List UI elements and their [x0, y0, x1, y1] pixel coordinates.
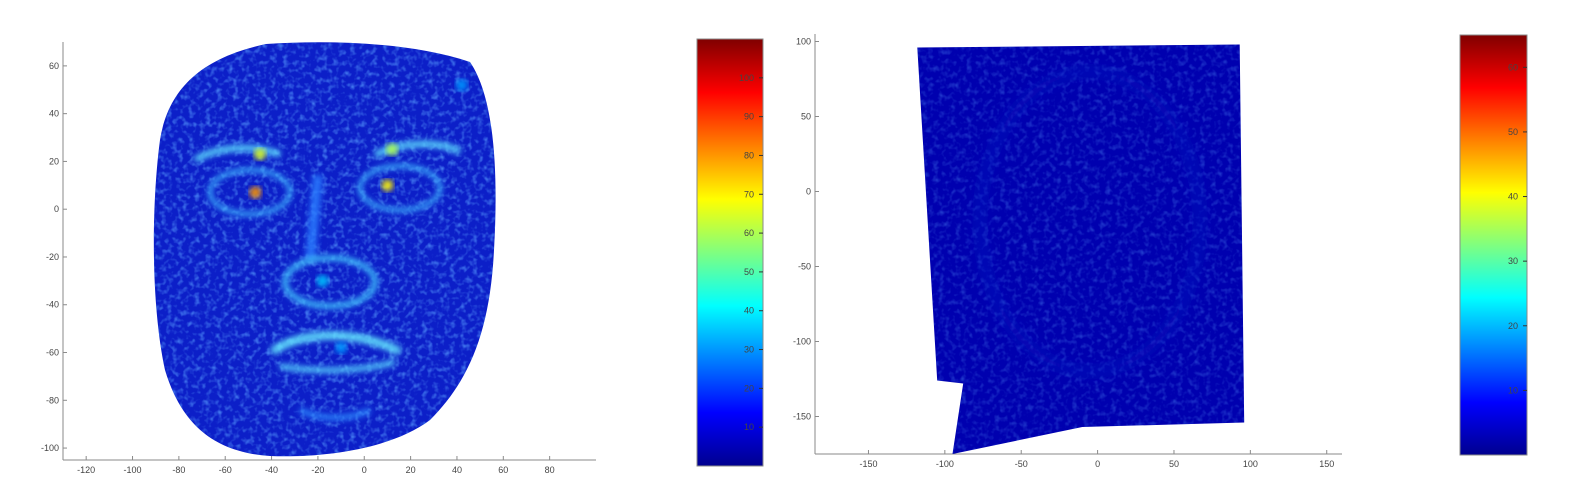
flat-x-tick-label: 100: [1243, 459, 1258, 469]
face-hotspot: [249, 186, 262, 199]
lower-lip: [279, 359, 396, 374]
right-eyebrow: [373, 140, 462, 159]
face-features: [193, 140, 462, 421]
face-colorbar-tick-label: 60: [744, 228, 754, 238]
face-colorbar-tick-label: 100: [739, 73, 754, 83]
face-colorbar-tick-label: 50: [744, 267, 754, 277]
flat-y-tick-label: 100: [796, 37, 811, 47]
face-colorbar-tick-label: 80: [744, 150, 754, 160]
nose-tip: [282, 255, 378, 309]
flat-surface: [917, 44, 1245, 454]
left-eyebrow: [193, 144, 282, 164]
chin-shade: [298, 407, 372, 421]
face-hotspots: [249, 78, 468, 354]
flat-colorbar-tick-label: 60: [1508, 62, 1518, 72]
flat-colorbar-frame: [1459, 34, 1528, 456]
flat-colorbar-tick-label: 40: [1508, 192, 1518, 202]
face-colorbar-tick-label: 20: [744, 383, 754, 393]
flat-x-tick-label: 50: [1169, 459, 1179, 469]
face-hotspot: [386, 143, 399, 156]
face-x-ticks: -120 -100 -80 -60 -40 -20 0 20 40 60 80: [77, 456, 555, 475]
face-colorbar-frame: [696, 38, 764, 467]
flat-x-tick-label: -150: [859, 459, 877, 469]
face-colorbar-tick-label: 30: [744, 345, 754, 355]
flat-y-tick-label: 0: [806, 187, 811, 197]
flat-colorbar-tick-label: 10: [1508, 385, 1518, 395]
face-hotspot: [253, 148, 266, 161]
face-y-tick-label: -100: [41, 443, 59, 453]
flat-colorbar-tick-label: 50: [1508, 127, 1518, 137]
flat-colorbar-gradient: [1460, 35, 1527, 455]
face-y-tick-label: -80: [46, 395, 59, 405]
right-eye: [357, 163, 443, 213]
face-x-tick-label: -80: [172, 465, 185, 475]
face-y-tick-label: 0: [54, 204, 59, 214]
flat-x-tick-label: -100: [936, 459, 954, 469]
flat-colorbar-ticks: 10 20 30 40 50 60: [1508, 62, 1527, 395]
face-colorbar: 10 20 30 40 50 60 70 80 90 100: [696, 38, 764, 467]
face-x-tick-label: 60: [498, 465, 508, 475]
flat-face-contour: [975, 67, 1204, 376]
face-y-tick-label: 60: [49, 61, 59, 71]
flat-y-tick-label: 50: [801, 112, 811, 122]
face-y-tick-label: -20: [46, 252, 59, 262]
flat-x-tick-label: 0: [1095, 459, 1100, 469]
flat-region-texture: [917, 44, 1245, 454]
flat-y-tick-label: -50: [798, 262, 811, 272]
flat-x-tick-label: 150: [1319, 459, 1334, 469]
face-hotspot: [335, 341, 348, 354]
face-x-tick-label: -20: [311, 465, 324, 475]
face-y-tick-label: 40: [49, 109, 59, 119]
face-x-tick-label: 80: [545, 465, 555, 475]
face-speckle-texture: [153, 42, 496, 457]
flat-y-ticks: 100 50 0 -50 -100 -150: [793, 37, 819, 422]
face-colorbar-tick-label: 40: [744, 306, 754, 316]
flat-colorbar-tick-label: 20: [1508, 321, 1518, 331]
face-x-tick-label: -40: [265, 465, 278, 475]
face-y-tick-label: -60: [46, 348, 59, 358]
face-colorbar-tick-label: 90: [744, 112, 754, 122]
face-y-ticks: 60 40 20 0 -20 -40 -60 -80 -100: [41, 61, 67, 453]
face-hotspot: [381, 179, 394, 192]
face-colorbar-tick-label: 10: [744, 422, 754, 432]
flat-y-tick-label: -150: [793, 412, 811, 422]
face-colorbar-gradient: [697, 39, 763, 466]
left-eye: [207, 167, 293, 217]
face-x-tick-label: -100: [124, 465, 142, 475]
face-hotspot: [316, 274, 329, 287]
face-heatmap-panel: 60 40 20 0 -20 -40 -60 -80 -100 -120 -100 -80 -60 -4…: [41, 38, 764, 475]
face-y-tick-label: 20: [49, 156, 59, 166]
face-x-tick-label: 0: [362, 465, 367, 475]
nose-ridge: [305, 174, 323, 263]
face-hotspot: [455, 78, 468, 91]
flat-x-tick-label: -50: [1015, 459, 1028, 469]
flat-y-tick-label: -100: [793, 337, 811, 347]
face-x-tick-label: -120: [77, 465, 95, 475]
flat-x-ticks: -150 -100 -50 0 50 100 150: [859, 450, 1334, 469]
face-x-tick-label: 20: [406, 465, 416, 475]
face-x-tick-label: 40: [452, 465, 462, 475]
flat-colorbar: 10 20 30 40 50 60: [1459, 34, 1528, 456]
face-colorbar-ticks: 10 20 30 40 50 60 70 80 90 100: [739, 73, 763, 432]
face-colorbar-tick-label: 70: [744, 189, 754, 199]
upper-lip: [269, 331, 403, 356]
flat-colorbar-tick-label: 30: [1508, 256, 1518, 266]
face-surface: [153, 42, 496, 457]
flat-heatmap-panel: 100 50 0 -50 -100 -150 -150 -100 -50 0 50 100 150 1…: [793, 34, 1528, 469]
face-y-tick-label: -40: [46, 300, 59, 310]
face-x-tick-label: -60: [219, 465, 232, 475]
